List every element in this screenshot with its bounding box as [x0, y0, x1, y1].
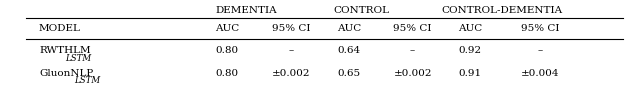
Text: 0.80: 0.80 — [216, 69, 239, 78]
Text: 0.65: 0.65 — [337, 69, 360, 78]
Text: DEMENTIA: DEMENTIA — [216, 6, 277, 15]
Text: AUC: AUC — [337, 24, 361, 33]
Text: 0.92: 0.92 — [458, 46, 482, 55]
Text: AUC: AUC — [458, 24, 482, 33]
Text: CONTROL: CONTROL — [333, 6, 390, 15]
Text: 95% CI: 95% CI — [272, 24, 310, 33]
Text: 95% CI: 95% CI — [521, 24, 559, 33]
Text: MODEL: MODEL — [39, 24, 81, 33]
Text: ±0.002: ±0.002 — [394, 69, 432, 78]
Text: –: – — [289, 46, 294, 55]
Text: –: – — [410, 46, 415, 55]
Text: LSTM: LSTM — [74, 76, 100, 85]
Text: 0.80: 0.80 — [216, 46, 239, 55]
Text: –: – — [538, 46, 543, 55]
Text: ±0.002: ±0.002 — [272, 69, 310, 78]
Text: AUC: AUC — [215, 24, 239, 33]
Text: CONTROL-DEMENTIA: CONTROL-DEMENTIA — [442, 6, 563, 15]
Text: 0.64: 0.64 — [337, 46, 360, 55]
Text: LSTM: LSTM — [65, 54, 92, 63]
Text: RWTHLM: RWTHLM — [39, 46, 91, 55]
Text: 95% CI: 95% CI — [394, 24, 432, 33]
Text: 0.91: 0.91 — [458, 69, 482, 78]
Text: GluonNLP: GluonNLP — [39, 69, 93, 78]
Text: ±0.004: ±0.004 — [521, 69, 559, 78]
